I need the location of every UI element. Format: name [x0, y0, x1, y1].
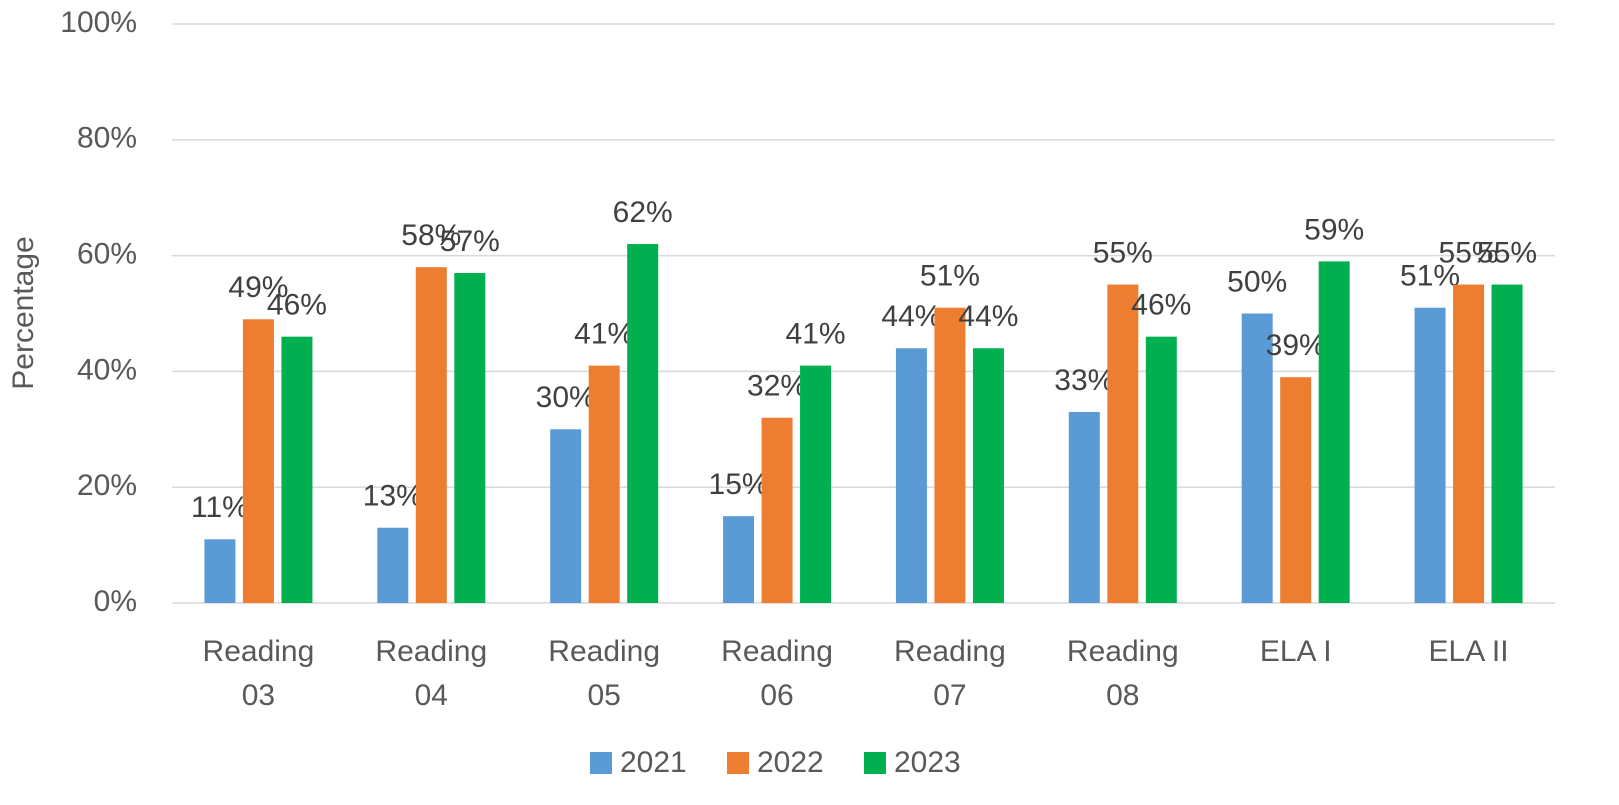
data-label: 46%: [267, 289, 327, 322]
data-label: 50%: [1227, 265, 1287, 298]
bar: [1145, 336, 1177, 603]
data-label: 32%: [747, 370, 807, 403]
bar: [415, 267, 447, 603]
bar: [1241, 313, 1273, 603]
legend-label: 2022: [757, 746, 824, 779]
bar: [454, 272, 486, 603]
data-label: 39%: [1266, 329, 1326, 362]
data-label: 58%: [401, 219, 461, 252]
data-label: 62%: [613, 196, 673, 229]
legend-swatch: [727, 752, 749, 774]
bar: [242, 319, 274, 603]
data-label: 11%: [191, 491, 249, 524]
y-axis-title: Percentage: [7, 236, 40, 389]
y-tick-label: 100%: [60, 6, 137, 39]
data-label: 59%: [1304, 213, 1364, 246]
data-label: 46%: [1131, 289, 1191, 322]
bar: [1107, 284, 1139, 603]
x-tick-label: Reading 06: [721, 635, 833, 712]
data-label: 33%: [1054, 364, 1114, 397]
x-tick-label: Reading 08: [1066, 635, 1179, 712]
data-label: 44%: [958, 300, 1018, 333]
bar: [377, 527, 409, 603]
legend-label: 2021: [620, 746, 687, 779]
y-tick-label: 0%: [94, 585, 137, 618]
bar: [723, 516, 755, 603]
data-label: 15%: [709, 468, 769, 501]
x-tick-label: Reading 04: [375, 635, 488, 712]
y-tick-label: 20%: [77, 469, 137, 502]
x-tick-label: Reading 07: [894, 635, 1006, 712]
legend-swatch: [590, 752, 612, 774]
bar: [934, 307, 966, 603]
bar: [972, 348, 1004, 603]
data-label: 51%: [920, 260, 980, 293]
data-label: 57%: [440, 225, 500, 258]
data-label: 44%: [881, 300, 941, 333]
data-label: 30%: [536, 381, 596, 414]
bar: [1318, 261, 1350, 603]
bar: [895, 348, 927, 603]
bar: [1280, 377, 1312, 603]
bar: [1414, 307, 1446, 603]
x-tick-label: ELA II: [1428, 635, 1509, 668]
legend-label: 2023: [894, 746, 961, 779]
data-label: 41%: [786, 318, 846, 351]
bar: [204, 539, 236, 603]
bar: [1453, 284, 1485, 603]
bar: [588, 365, 620, 603]
data-label: 55%: [1093, 236, 1153, 269]
y-tick-label: 80%: [77, 122, 137, 155]
bar: [1491, 284, 1523, 603]
bar: [1068, 411, 1100, 603]
data-label: 55%: [1477, 236, 1537, 269]
data-label: 55%: [1439, 236, 1499, 269]
bar: [627, 244, 659, 603]
legend-swatch: [864, 752, 886, 774]
bar: [761, 417, 793, 603]
data-label: 49%: [228, 271, 288, 304]
bar: [800, 365, 832, 603]
data-label: 41%: [574, 318, 634, 351]
x-tick-label: ELA I: [1259, 635, 1332, 668]
x-tick-label: Reading 05: [548, 635, 661, 712]
bar: [550, 429, 582, 603]
y-tick-label: 40%: [77, 353, 137, 386]
data-label: 13%: [363, 480, 423, 513]
data-label: 51%: [1400, 260, 1460, 293]
bar: [281, 336, 313, 603]
y-tick-label: 60%: [77, 238, 137, 271]
x-tick-label: Reading 03: [202, 635, 315, 712]
